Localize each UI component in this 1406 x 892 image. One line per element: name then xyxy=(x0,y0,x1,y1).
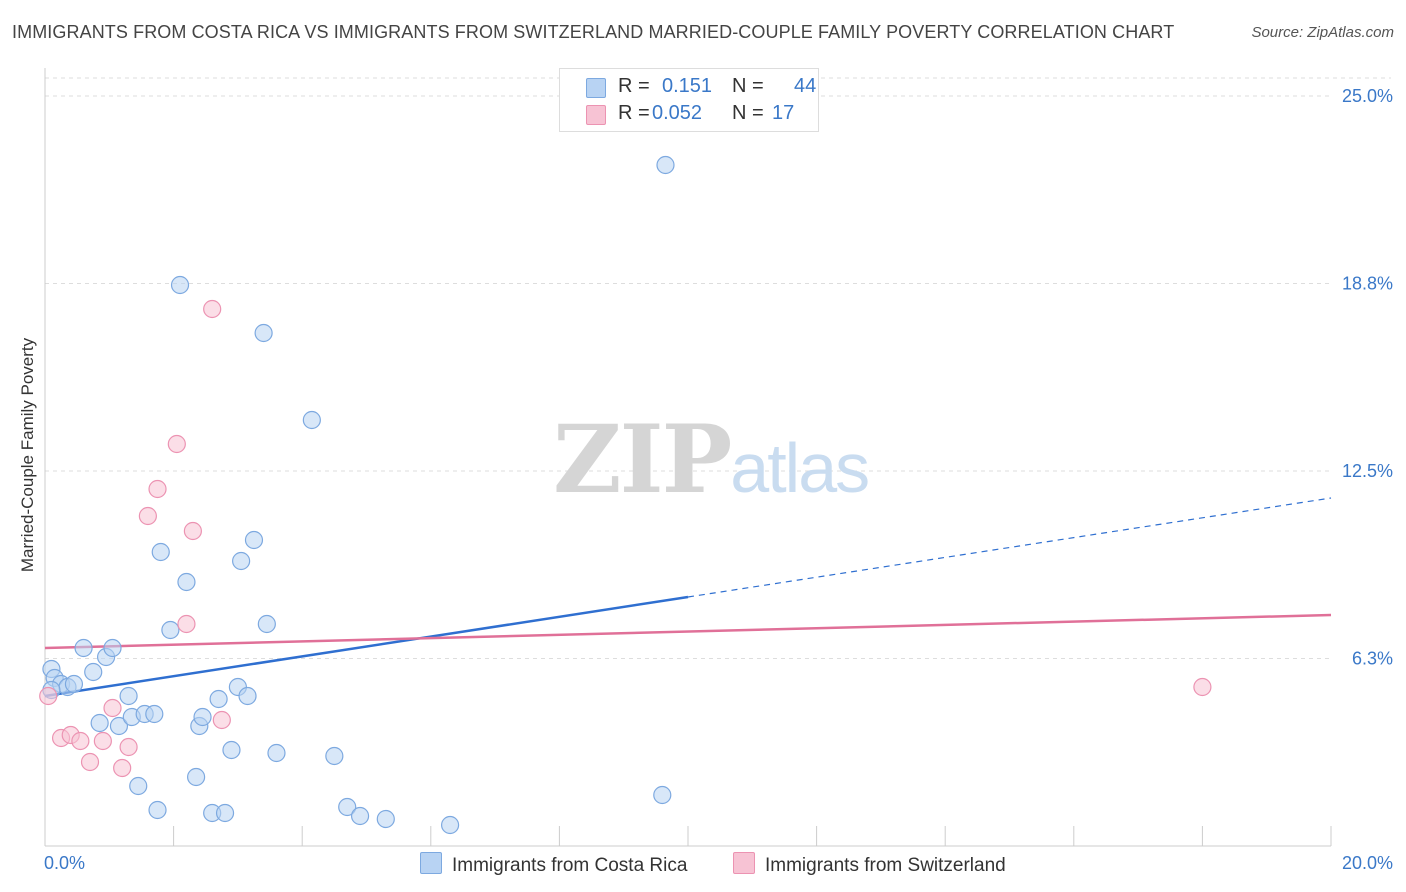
legend-n-value: 17 xyxy=(772,102,795,124)
data-point-costa-rica xyxy=(119,686,138,706)
data-point-switzerland xyxy=(103,698,122,718)
data-point-costa-rica xyxy=(209,689,228,709)
data-point-costa-rica xyxy=(148,800,167,820)
data-point-costa-rica xyxy=(129,776,148,796)
data-point-costa-rica xyxy=(257,614,276,634)
legend-r-label: R = xyxy=(618,102,650,124)
data-point-costa-rica xyxy=(187,767,206,787)
data-point-costa-rica xyxy=(222,740,241,760)
data-point-switzerland xyxy=(119,737,138,757)
bottom-legend-swatch-switzerland xyxy=(733,852,755,874)
switzerland-points xyxy=(39,299,1212,778)
y-tick-label: 25.0% xyxy=(1342,86,1393,106)
data-point-costa-rica xyxy=(232,551,251,571)
data-point-costa-rica xyxy=(151,542,170,562)
legend-r-label: R = xyxy=(618,75,650,97)
legend-swatch-switzerland xyxy=(586,105,606,125)
legend-swatch-costa-rica xyxy=(586,78,606,98)
data-point-costa-rica xyxy=(440,815,460,835)
legend-r-value: 0.052 xyxy=(652,102,703,124)
y-tick-label: 12.5% xyxy=(1342,461,1393,481)
data-point-costa-rica xyxy=(254,323,273,343)
data-point-costa-rica xyxy=(145,704,164,724)
bottom-legend-label: Immigrants from Switzerland xyxy=(765,855,1006,876)
data-point-switzerland xyxy=(148,479,167,499)
data-point-costa-rica xyxy=(238,686,257,706)
data-point-costa-rica xyxy=(325,746,344,766)
data-point-costa-rica xyxy=(244,530,264,550)
trend-line-switzerland xyxy=(44,613,1332,650)
data-point-costa-rica xyxy=(170,275,190,295)
tick-labels: 6.3% 12.5% 18.8% 25.0% 0.0% 20.0% xyxy=(44,86,1393,873)
data-point-costa-rica xyxy=(74,638,93,658)
trend-line-costa-rica-projection xyxy=(687,497,1332,598)
y-tick-label: 6.3% xyxy=(1352,649,1393,669)
x-tick-label: 20.0% xyxy=(1342,853,1393,873)
data-point-costa-rica xyxy=(215,803,235,823)
legend-r-value: 0.151 xyxy=(662,75,713,97)
legend-n-label: N = xyxy=(732,75,764,97)
bottom-legend-switzerland: Immigrants from Switzerland xyxy=(733,852,1006,877)
data-point-costa-rica xyxy=(193,707,212,727)
source-label: Source: ZipAtlas.com xyxy=(1251,24,1394,41)
data-point-switzerland xyxy=(80,752,100,772)
bottom-legend-swatch-costa-rica xyxy=(420,852,442,874)
data-point-costa-rica xyxy=(656,155,675,175)
data-point-costa-rica xyxy=(84,662,103,682)
legend-n-value: 44 xyxy=(794,75,817,97)
data-point-switzerland xyxy=(71,731,90,751)
data-point-costa-rica xyxy=(64,674,84,694)
data-point-costa-rica xyxy=(177,572,196,592)
data-point-costa-rica xyxy=(338,797,357,817)
data-point-costa-rica xyxy=(90,713,109,733)
y-tick-label: 18.8% xyxy=(1342,274,1393,294)
data-point-costa-rica xyxy=(653,785,672,805)
watermark: ZIPatlas xyxy=(553,405,870,515)
data-point-costa-rica xyxy=(302,410,321,430)
legend-n-label: N = xyxy=(732,102,764,124)
watermark-zip: ZIP xyxy=(553,405,732,515)
x-tick-label: 0.0% xyxy=(44,853,85,873)
data-point-costa-rica xyxy=(350,806,370,826)
data-point-costa-rica xyxy=(109,716,129,736)
chart-title: IMMIGRANTS FROM COSTA RICA VS IMMIGRANTS… xyxy=(12,22,1175,42)
data-point-switzerland xyxy=(1193,677,1212,697)
axes xyxy=(44,68,1332,847)
stats-legend: R = 0.151 N = 44 R = 0.052 N = 17 xyxy=(559,68,819,132)
data-point-switzerland xyxy=(167,434,186,454)
data-point-switzerland xyxy=(183,521,202,541)
data-point-switzerland xyxy=(113,758,132,778)
data-point-costa-rica xyxy=(103,638,122,658)
data-point-costa-rica xyxy=(376,809,395,829)
bottom-legend-costa-rica: Immigrants from Costa Rica xyxy=(420,852,687,877)
data-point-switzerland xyxy=(203,299,222,319)
data-point-switzerland xyxy=(93,731,112,751)
gridlines xyxy=(45,77,1391,659)
data-point-costa-rica xyxy=(161,620,180,640)
data-point-costa-rica xyxy=(267,743,286,763)
data-point-switzerland xyxy=(39,686,58,706)
data-point-switzerland xyxy=(177,614,196,634)
y-axis-label: Married-Couple Family Poverty xyxy=(18,337,37,573)
trend-lines xyxy=(44,497,1332,698)
watermark-atlas: atlas xyxy=(730,429,870,507)
trend-line-costa-rica xyxy=(44,595,689,698)
data-point-switzerland xyxy=(212,710,231,730)
data-point-switzerland xyxy=(138,506,157,526)
bottom-legend-label: Immigrants from Costa Rica xyxy=(452,855,688,876)
